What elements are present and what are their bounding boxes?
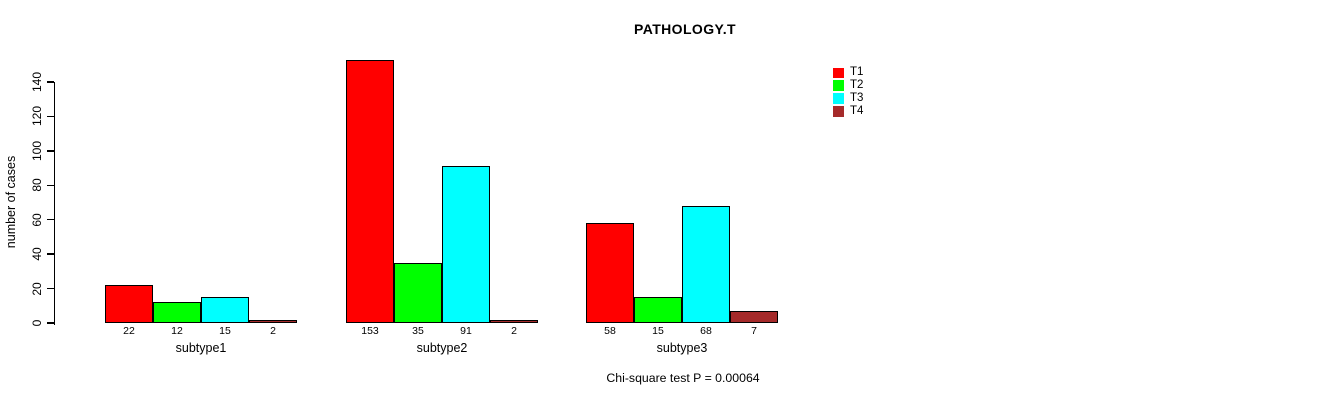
y-axis-tick <box>46 253 54 255</box>
y-axis-line <box>53 82 55 325</box>
y-axis-tick <box>46 287 54 290</box>
legend-item-t1: T1 <box>833 67 863 80</box>
bar-t2-subtype1 <box>153 302 201 323</box>
legend-label: T3 <box>850 91 864 104</box>
bar-t4-subtype2 <box>490 319 538 323</box>
y-tick-label: 120 <box>30 106 44 127</box>
legend-swatch-t4 <box>833 106 844 117</box>
bar-t2-subtype2 <box>394 262 442 323</box>
legend-swatch-t1 <box>833 67 844 79</box>
y-tick-label: 140 <box>30 71 44 93</box>
y-tick-label: 40 <box>30 247 44 261</box>
y-axis-tick <box>46 150 54 152</box>
chi-square-annotation: Chi-square test P = 0.00064 <box>606 371 760 385</box>
legend-label: T1 <box>850 66 864 79</box>
bar-value-label: 58 <box>604 324 616 337</box>
bar-value-label: 153 <box>361 324 379 337</box>
y-axis-tick <box>46 115 54 118</box>
bar-t1-subtype2 <box>346 59 394 323</box>
legend-item-t3: T3 <box>833 92 863 105</box>
bar-value-label: 15 <box>652 324 664 337</box>
bar-t1-subtype3 <box>586 223 634 323</box>
y-tick-label: 100 <box>30 140 44 161</box>
legend-item-t4: T4 <box>833 105 863 118</box>
legend-swatch-t2 <box>833 80 844 91</box>
bar-t2-subtype3 <box>634 297 682 323</box>
bar-value-label: 7 <box>751 324 757 337</box>
bar-value-label: 68 <box>700 324 712 337</box>
legend: T1 T2 T3 T4 <box>833 67 863 118</box>
y-tick-label: 20 <box>30 281 44 296</box>
chart-title: PATHOLOGY.T <box>634 21 736 37</box>
bar-t3-subtype3 <box>682 205 730 323</box>
y-tick-label: 80 <box>30 178 44 192</box>
bar-t4-subtype1 <box>249 319 297 323</box>
x-category-label: subtype3 <box>656 341 708 355</box>
bar-value-label: 12 <box>171 324 183 337</box>
y-tick-label: 60 <box>30 213 44 227</box>
legend-item-t2: T2 <box>833 79 863 92</box>
legend-label: T4 <box>850 104 864 117</box>
y-axis-tick <box>46 218 54 221</box>
y-axis-tick <box>46 184 54 187</box>
x-category-label: subtype2 <box>416 341 468 355</box>
bar-value-label: 35 <box>412 324 424 337</box>
bar-t3-subtype1 <box>201 297 249 323</box>
y-axis-tick <box>46 81 54 83</box>
bar-t1-subtype1 <box>105 285 153 323</box>
bar-value-label: 91 <box>460 324 472 337</box>
bar-t4-subtype3 <box>730 310 778 323</box>
x-category-label: subtype1 <box>175 341 227 355</box>
y-axis-tick <box>46 322 54 324</box>
bar-value-label: 15 <box>219 324 231 337</box>
legend-swatch-t3 <box>833 93 844 104</box>
bar-value-label: 2 <box>511 324 517 337</box>
bar-t3-subtype2 <box>442 166 490 323</box>
bar-value-label: 2 <box>270 324 276 337</box>
y-tick-label: 0 <box>30 319 44 327</box>
bar-value-label: 22 <box>123 324 135 337</box>
legend-label: T2 <box>850 78 864 91</box>
